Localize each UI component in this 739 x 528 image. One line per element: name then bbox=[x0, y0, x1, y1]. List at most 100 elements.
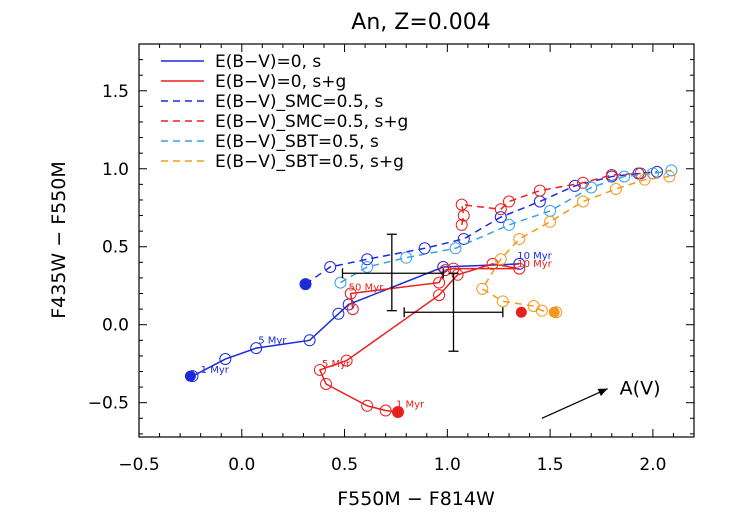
data-point bbox=[494, 211, 507, 224]
data-point bbox=[457, 232, 470, 245]
y-axis-label: F435W − F550M bbox=[48, 161, 70, 319]
data-point bbox=[320, 377, 333, 390]
legend-label: E(B−V)=0, s bbox=[215, 52, 321, 72]
data-point bbox=[344, 287, 357, 300]
data-point bbox=[361, 399, 374, 412]
data-point bbox=[618, 170, 631, 183]
data-point bbox=[250, 342, 263, 355]
x-tick-label: 1.0 bbox=[434, 455, 461, 475]
chart-title: An, Z=0.004 bbox=[351, 10, 490, 35]
data-point bbox=[577, 195, 589, 208]
data-point bbox=[451, 268, 464, 281]
legend-label: E(B−V)_SMC=0.5, s+g bbox=[215, 112, 408, 132]
data-point bbox=[544, 204, 557, 217]
x-tick-label: 1.5 bbox=[537, 455, 564, 475]
data-point bbox=[449, 242, 462, 255]
data-point bbox=[527, 300, 540, 312]
extinction-vector-arrowhead bbox=[597, 388, 608, 396]
data-point bbox=[439, 264, 452, 277]
series-0 bbox=[184, 257, 526, 383]
legend-label: E(B−V)_SBT=0.5, s+g bbox=[215, 152, 404, 172]
data-point bbox=[332, 307, 345, 320]
data-point bbox=[324, 261, 337, 274]
age-annotation: 50 Myr bbox=[349, 282, 384, 293]
legend-label: E(B−V)=0, s+g bbox=[215, 72, 346, 92]
data-point bbox=[513, 262, 526, 275]
y-tick-label: −0.5 bbox=[88, 394, 129, 414]
series-5 bbox=[476, 170, 676, 319]
axes: −0.5 0.0 0.5 1.0 1.5 2.0 −0.5 0.0 0.5 1.0 1.5 bbox=[88, 44, 694, 475]
legend-item: E(B−V)_SBT=0.5, s bbox=[161, 132, 379, 152]
data-point bbox=[433, 276, 446, 289]
start-marker bbox=[184, 370, 196, 382]
x-axis-label: F550M − F814W bbox=[337, 488, 495, 510]
y-tick-label: 0.0 bbox=[102, 316, 129, 336]
error-bar bbox=[341, 233, 444, 312]
series-line bbox=[460, 172, 641, 226]
data-point bbox=[379, 404, 392, 417]
data-point bbox=[494, 203, 507, 216]
data-point bbox=[361, 253, 374, 266]
data-point bbox=[513, 232, 526, 245]
series-1 bbox=[313, 257, 527, 419]
plot-frame bbox=[138, 43, 695, 438]
series-line bbox=[318, 263, 520, 413]
series-2 bbox=[299, 165, 663, 291]
legend-item: E(B−V)_SBT=0.5, s+g bbox=[161, 152, 404, 172]
y-tick-label: 1.0 bbox=[102, 160, 129, 180]
data-point bbox=[340, 354, 353, 367]
extinction-vector-label: A(V) bbox=[620, 378, 661, 400]
series-3 bbox=[455, 167, 647, 231]
data-point bbox=[494, 253, 507, 266]
x-tick-label: 0.0 bbox=[228, 455, 255, 475]
data-point bbox=[609, 183, 622, 196]
data-point bbox=[313, 363, 326, 376]
series-4 bbox=[334, 164, 678, 289]
data-point bbox=[346, 303, 359, 316]
extinction-vector bbox=[541, 388, 608, 419]
age-annotation: 1 Myr bbox=[396, 399, 425, 410]
data-point bbox=[303, 334, 316, 347]
data-point bbox=[400, 251, 413, 264]
age-annotation: 1 Myr bbox=[201, 365, 230, 376]
legend-item: E(B−V)=0, s bbox=[161, 52, 321, 72]
error-bar bbox=[403, 272, 504, 352]
data-point bbox=[496, 295, 509, 308]
legend-label: E(B−V)_SBT=0.5, s bbox=[215, 132, 379, 152]
x-tick-label: −0.5 bbox=[118, 455, 159, 475]
data-point bbox=[503, 218, 515, 231]
data-point bbox=[513, 257, 526, 270]
data-point bbox=[503, 195, 515, 208]
legend-item: E(B−V)_SMC=0.5, s+g bbox=[161, 112, 408, 132]
data-point bbox=[433, 289, 446, 302]
data-point bbox=[455, 198, 468, 211]
y-tick-label: 1.5 bbox=[102, 82, 129, 102]
age-annotation: 10 Myr bbox=[517, 259, 552, 270]
data-point bbox=[585, 181, 598, 194]
data-point bbox=[663, 170, 676, 183]
data-point bbox=[544, 215, 557, 228]
legend-item: E(B−V)_SMC=0.5, s bbox=[161, 92, 383, 112]
legend: E(B−V)=0, sE(B−V)=0, s+gE(B−V)_SMC=0.5, … bbox=[161, 52, 408, 172]
start-marker bbox=[392, 406, 404, 418]
series-line bbox=[192, 263, 520, 377]
legend-label: E(B−V)_SMC=0.5, s bbox=[215, 92, 383, 112]
end-marker bbox=[515, 306, 527, 318]
y-tick-label: 0.5 bbox=[102, 238, 129, 258]
series-line bbox=[340, 169, 672, 284]
data-point bbox=[476, 282, 489, 295]
data-point bbox=[361, 261, 374, 274]
age-annotation: 5 Myr bbox=[322, 359, 351, 370]
data-point bbox=[665, 164, 678, 177]
legend-item: E(B−V)=0, s+g bbox=[161, 72, 346, 92]
x-tick-label: 2.0 bbox=[639, 455, 666, 475]
data-point bbox=[455, 218, 468, 231]
series-line bbox=[305, 171, 658, 285]
data-point bbox=[533, 184, 546, 197]
data-point bbox=[299, 278, 312, 291]
x-tick-label: 0.5 bbox=[331, 455, 358, 475]
start-marker bbox=[548, 306, 560, 318]
data-point bbox=[638, 173, 651, 186]
